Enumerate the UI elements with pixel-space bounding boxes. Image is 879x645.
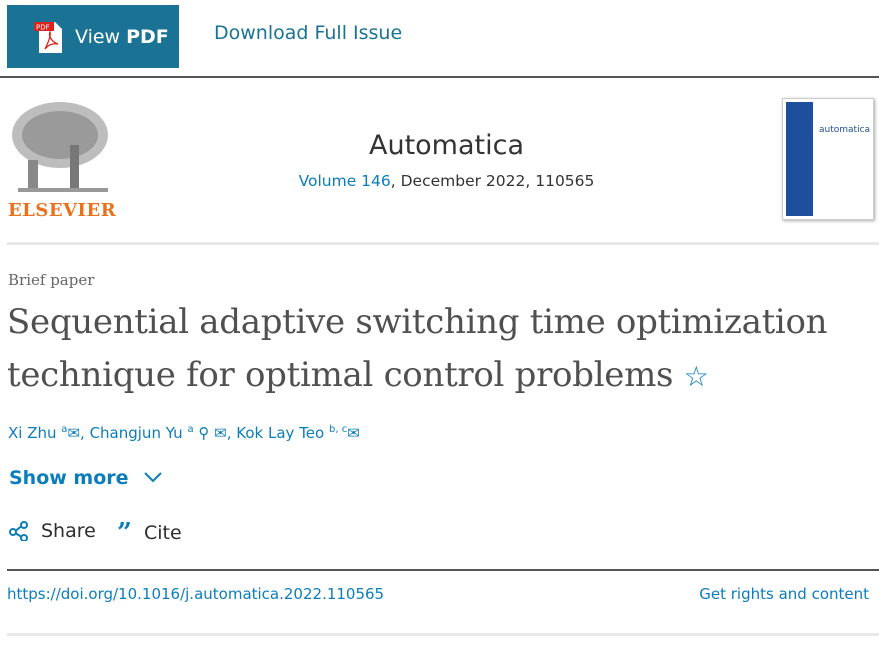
issue-date: , December 2022, 110565 xyxy=(390,172,595,190)
journal-title[interactable]: Automatica xyxy=(368,130,524,161)
download-full-issue-link[interactable]: Download Full Issue xyxy=(214,22,403,44)
view-pdf-label: View xyxy=(75,25,121,48)
divider xyxy=(7,242,879,245)
elsevier-wordmark: ELSEVIER xyxy=(8,200,117,221)
volume-link[interactable]: Volume 146 xyxy=(298,172,391,190)
journal-cover[interactable]: automatica xyxy=(782,98,874,220)
view-pdf-strong: PDF xyxy=(126,25,169,48)
title-line-2: technique for optimal control problems xyxy=(7,355,674,395)
share-icon xyxy=(9,521,28,541)
affiliation-sup: a xyxy=(61,424,68,435)
person-icon[interactable]: ⚲ xyxy=(198,424,210,442)
doi-link[interactable]: https://doi.org/10.1016/j.automatica.202… xyxy=(7,585,385,603)
article-type: Brief paper xyxy=(8,271,95,289)
share-label: Share xyxy=(41,520,96,542)
divider xyxy=(7,633,879,636)
email-icon[interactable]: ✉ xyxy=(347,424,360,442)
divider xyxy=(0,76,879,78)
view-pdf-button[interactable]: PDF View PDF xyxy=(7,5,179,68)
author-link[interactable]: Changjun Yu xyxy=(89,424,183,442)
cite-button[interactable]: ” Cite xyxy=(117,520,182,546)
divider xyxy=(7,569,879,571)
svg-text:PDF: PDF xyxy=(36,23,50,31)
title-line-1: Sequential adaptive switching time optim… xyxy=(7,302,828,342)
issue-info: Volume 146, December 2022, 110565 xyxy=(0,172,879,190)
rights-link[interactable]: Get rights and content xyxy=(699,585,869,603)
cite-label: Cite xyxy=(143,522,182,544)
share-button[interactable]: Share xyxy=(9,520,96,542)
affiliation-sup: a xyxy=(187,424,194,435)
author-link[interactable]: Xi Zhu xyxy=(8,424,57,442)
show-more-button[interactable]: Show more xyxy=(9,467,163,489)
affiliation-sup: b, c xyxy=(329,424,348,435)
article-title: Sequential adaptive switching time optim… xyxy=(7,296,867,403)
show-more-label: Show more xyxy=(9,467,129,489)
chevron-down-icon xyxy=(144,472,162,483)
star-icon[interactable]: ☆ xyxy=(683,360,709,393)
email-icon[interactable]: ✉ xyxy=(67,424,81,442)
cover-title: automatica xyxy=(819,125,871,135)
tree-icon xyxy=(12,102,108,192)
author-list: Xi Zhu a✉, Changjun Yu a ⚲ ✉, Kok Lay Te… xyxy=(8,424,360,442)
quote-icon: ” xyxy=(117,518,132,548)
pdf-icon: PDF xyxy=(34,21,62,53)
email-icon[interactable]: ✉ xyxy=(214,424,227,442)
elsevier-logo[interactable]: ELSEVIER xyxy=(8,100,117,221)
author-link[interactable]: Kok Lay Teo xyxy=(236,424,325,442)
